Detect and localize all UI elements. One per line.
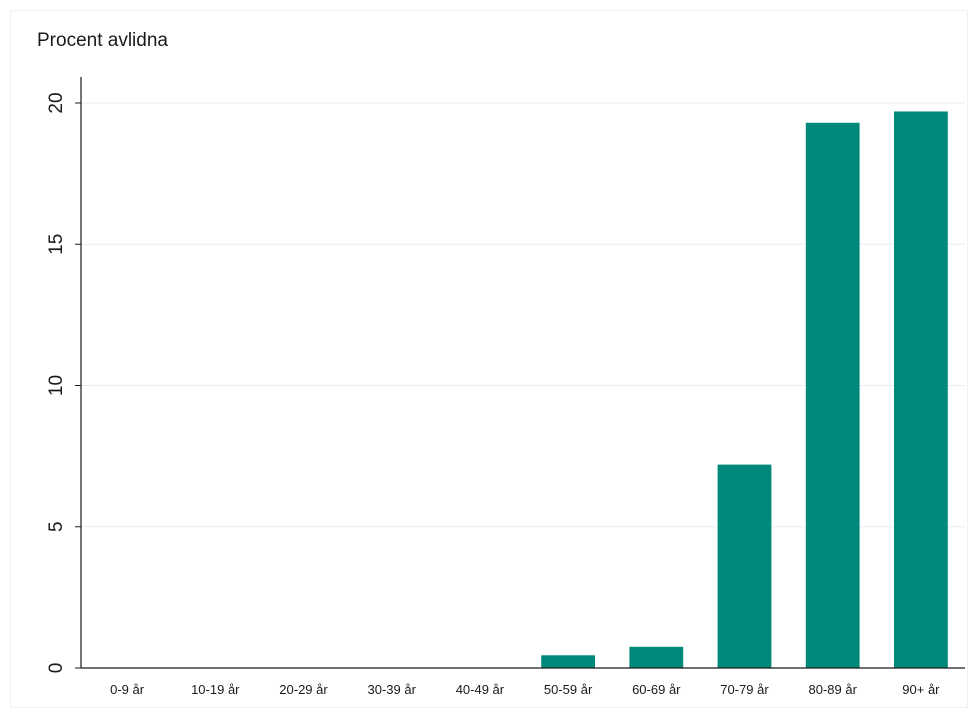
x-tick-label: 40-49 år (456, 682, 505, 697)
bar (541, 655, 596, 668)
y-tick-label: 10 (46, 375, 67, 396)
y-tick-label: 0 (46, 663, 67, 674)
bar (893, 111, 948, 669)
bar (805, 122, 860, 668)
bars (541, 111, 948, 669)
x-tick-label: 10-19 år (191, 682, 240, 697)
y-tick-label: 5 (46, 521, 67, 532)
x-tick-label: 0-9 år (110, 682, 145, 697)
axes (75, 77, 965, 669)
x-tick-label: 90+ år (902, 682, 940, 697)
y-tick-label: 15 (46, 234, 67, 255)
x-tick-label: 20-29 år (279, 682, 328, 697)
y-tick-label: 20 (46, 92, 67, 113)
x-tick-label: 30-39 år (367, 682, 416, 697)
x-tick-label: 60-69 år (632, 682, 681, 697)
x-tick-label: 70-79 år (720, 682, 769, 697)
x-axis-ticks: 0-9 år 10-19 år 20-29 år 30-39 år 40-49 år 50… (110, 682, 940, 697)
y-axis-ticks: 0 5 10 15 20 (46, 92, 67, 673)
x-tick-label: 80-89 år (808, 682, 857, 697)
bar (717, 464, 772, 668)
bar (629, 646, 684, 668)
chart-title: Procent avlidna (37, 30, 168, 51)
x-tick-label: 50-59 år (544, 682, 593, 697)
